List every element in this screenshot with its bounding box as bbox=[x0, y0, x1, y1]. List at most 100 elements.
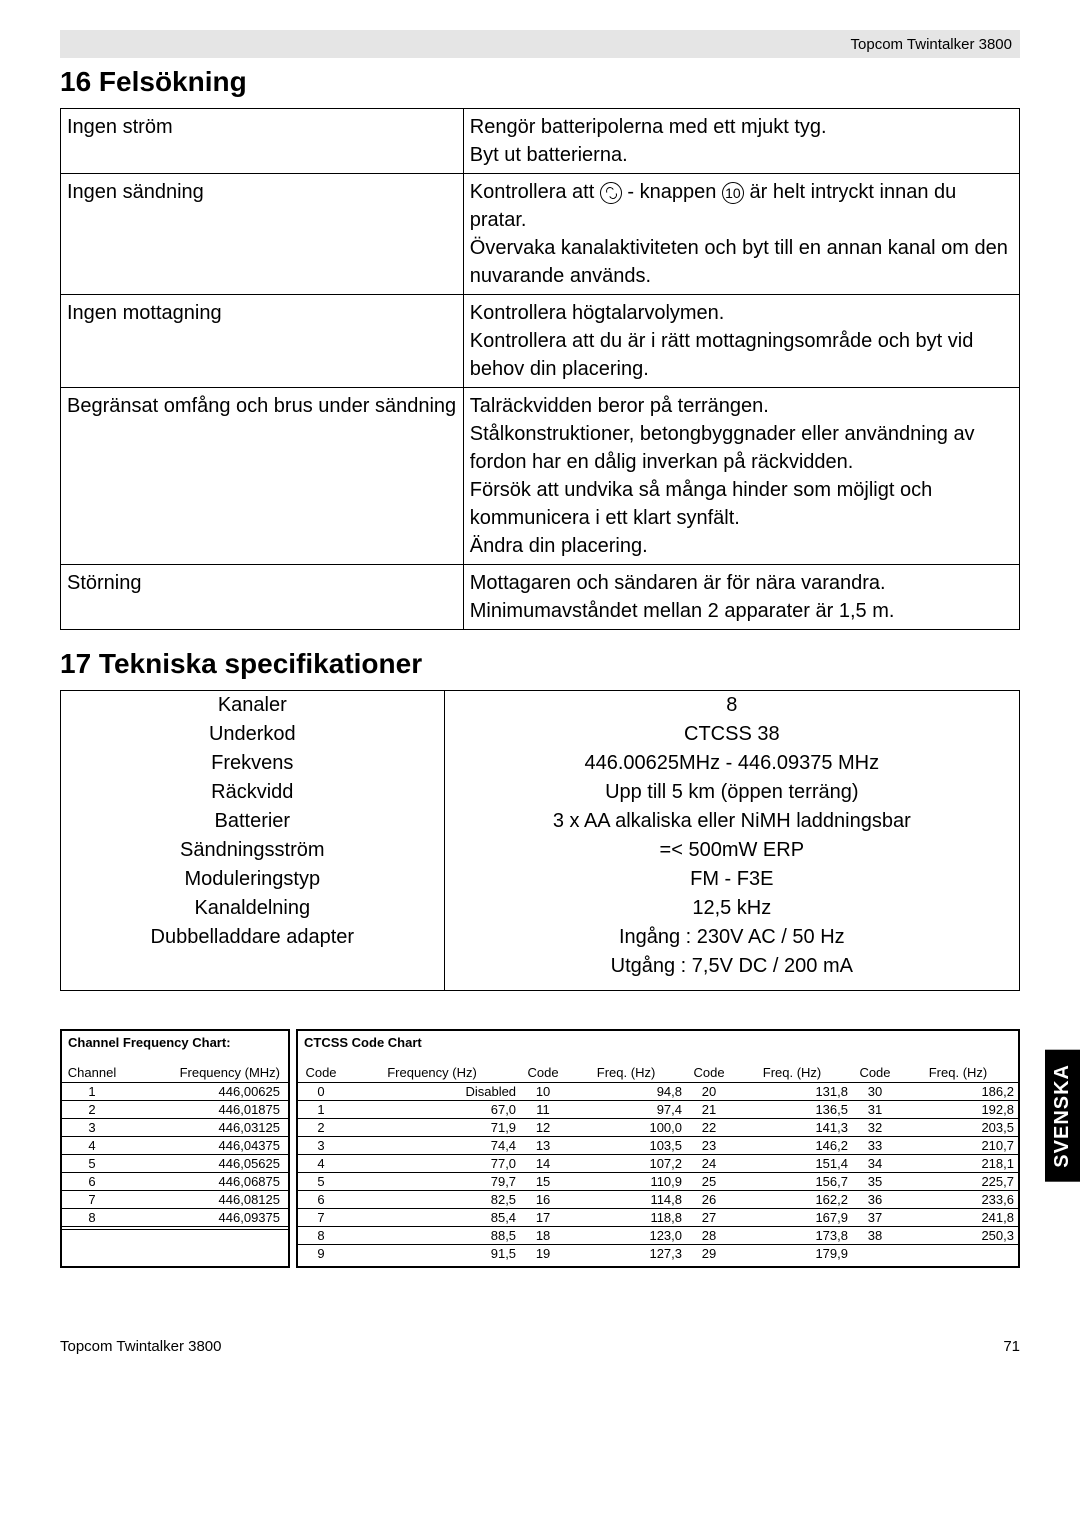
freq-cell: 446,01875 bbox=[122, 1101, 288, 1119]
section-16-title: 16 Felsökning bbox=[60, 66, 1020, 98]
ctcss-cell: 17 bbox=[520, 1209, 566, 1227]
ctcss-cell: 0 bbox=[298, 1083, 344, 1101]
ctcss-cell: 23 bbox=[686, 1137, 732, 1155]
ctcss-cell: 24 bbox=[686, 1155, 732, 1173]
troubleshooting-table: Ingen strömRengör batteripolerna med ett… bbox=[60, 108, 1020, 630]
ctcss-cell: 18 bbox=[520, 1227, 566, 1245]
ctcss-cell: 15 bbox=[520, 1173, 566, 1191]
ctcss-cell: 7 bbox=[298, 1209, 344, 1227]
ctcss-cell: 167,9 bbox=[732, 1209, 852, 1227]
ctcss-table: CodeFrequency (Hz)CodeFreq. (Hz)CodeFreq… bbox=[298, 1064, 1018, 1262]
freq-cell: 4 bbox=[62, 1137, 122, 1155]
spec-value: 446.00625MHz - 446.09375 MHz bbox=[444, 749, 1019, 778]
ctcss-cell: 173,8 bbox=[732, 1227, 852, 1245]
ctcss-cell: 91,5 bbox=[344, 1245, 520, 1263]
trouble-solution: Rengör batteripolerna med ett mjukt tyg.… bbox=[463, 109, 1019, 174]
ctcss-cell: 22 bbox=[686, 1119, 732, 1137]
channel-freq-chart: Channel Frequency Chart: ChannelFrequenc… bbox=[60, 1029, 290, 1268]
spec-value: Ingång : 230V AC / 50 Hz bbox=[444, 923, 1019, 952]
ctcss-cell: 250,3 bbox=[898, 1227, 1018, 1245]
ctcss-cell: 38 bbox=[852, 1227, 898, 1245]
ctcss-cell: 12 bbox=[520, 1119, 566, 1137]
ctcss-chart-title: CTCSS Code Chart bbox=[298, 1035, 1018, 1064]
ctcss-header: Freq. (Hz) bbox=[566, 1064, 686, 1083]
ctcss-cell: Disabled bbox=[344, 1083, 520, 1101]
section-17-title: 17 Tekniska specifikationer bbox=[60, 648, 1020, 680]
ctcss-cell bbox=[852, 1245, 898, 1263]
ctcss-cell: 30 bbox=[852, 1083, 898, 1101]
spec-label: Dubbelladdare adapter bbox=[61, 923, 445, 952]
ctcss-cell: 131,8 bbox=[732, 1083, 852, 1101]
ctcss-cell: 218,1 bbox=[898, 1155, 1018, 1173]
ctcss-cell: 85,4 bbox=[344, 1209, 520, 1227]
header-bar: Topcom Twintalker 3800 bbox=[60, 30, 1020, 58]
spec-label: Kanaler bbox=[61, 691, 445, 721]
ctcss-cell: 74,4 bbox=[344, 1137, 520, 1155]
freq-cell: 446,06875 bbox=[122, 1173, 288, 1191]
ctcss-cell: 8 bbox=[298, 1227, 344, 1245]
ctcss-cell: 186,2 bbox=[898, 1083, 1018, 1101]
ctcss-cell: 71,9 bbox=[344, 1119, 520, 1137]
ctcss-cell: 192,8 bbox=[898, 1101, 1018, 1119]
spec-value: 3 x AA alkaliska eller NiMH laddningsbar bbox=[444, 807, 1019, 836]
ctcss-cell: 88,5 bbox=[344, 1227, 520, 1245]
ctcss-cell: 9 bbox=[298, 1245, 344, 1263]
ctcss-cell: 100,0 bbox=[566, 1119, 686, 1137]
ctcss-header: Code bbox=[520, 1064, 566, 1083]
ctcss-cell: 82,5 bbox=[344, 1191, 520, 1209]
spec-label bbox=[61, 952, 445, 991]
ctcss-cell: 5 bbox=[298, 1173, 344, 1191]
ctcss-cell: 3 bbox=[298, 1137, 344, 1155]
charts-row: Channel Frequency Chart: ChannelFrequenc… bbox=[60, 1029, 1020, 1268]
ctcss-cell: 179,9 bbox=[732, 1245, 852, 1263]
ctcss-cell: 141,3 bbox=[732, 1119, 852, 1137]
ctcss-header: Code bbox=[852, 1064, 898, 1083]
spec-value: Utgång : 7,5V DC / 200 mA bbox=[444, 952, 1019, 991]
ctcss-cell: 20 bbox=[686, 1083, 732, 1101]
ctcss-cell: 21 bbox=[686, 1101, 732, 1119]
ctcss-cell: 162,2 bbox=[732, 1191, 852, 1209]
ctcss-cell: 107,2 bbox=[566, 1155, 686, 1173]
freq-cell: 446,03125 bbox=[122, 1119, 288, 1137]
spec-value: =< 500mW ERP bbox=[444, 836, 1019, 865]
freq-header: Frequency (MHz) bbox=[122, 1064, 288, 1083]
trouble-solution: Mottagaren och sändaren är för nära vara… bbox=[463, 565, 1019, 630]
language-tab: SVENSKA bbox=[1045, 1050, 1080, 1182]
ctcss-cell: 27 bbox=[686, 1209, 732, 1227]
spec-label: Moduleringstyp bbox=[61, 865, 445, 894]
spec-label: Frekvens bbox=[61, 749, 445, 778]
spec-label: Sändningsström bbox=[61, 836, 445, 865]
ctcss-cell: 118,8 bbox=[566, 1209, 686, 1227]
spec-label: Batterier bbox=[61, 807, 445, 836]
freq-cell: 5 bbox=[62, 1155, 122, 1173]
freq-cell: 1 bbox=[62, 1083, 122, 1101]
trouble-problem: Ingen mottagning bbox=[61, 295, 464, 388]
ctcss-cell: 123,0 bbox=[566, 1227, 686, 1245]
ctcss-cell: 233,6 bbox=[898, 1191, 1018, 1209]
ptt-icon bbox=[600, 182, 622, 204]
ctcss-cell: 26 bbox=[686, 1191, 732, 1209]
spec-value: CTCSS 38 bbox=[444, 720, 1019, 749]
spec-label: Räckvidd bbox=[61, 778, 445, 807]
ctcss-cell: 151,4 bbox=[732, 1155, 852, 1173]
ctcss-cell: 14 bbox=[520, 1155, 566, 1173]
spec-value: 12,5 kHz bbox=[444, 894, 1019, 923]
footer-right: 71 bbox=[1003, 1338, 1020, 1355]
spec-value: FM - F3E bbox=[444, 865, 1019, 894]
ctcss-header: Freq. (Hz) bbox=[732, 1064, 852, 1083]
ctcss-cell bbox=[898, 1245, 1018, 1263]
ctcss-cell: 32 bbox=[852, 1119, 898, 1137]
ctcss-cell: 1 bbox=[298, 1101, 344, 1119]
ctcss-cell: 2 bbox=[298, 1119, 344, 1137]
spec-value: Upp till 5 km (öppen terräng) bbox=[444, 778, 1019, 807]
ctcss-cell: 79,7 bbox=[344, 1173, 520, 1191]
spec-table: Kanaler8UnderkodCTCSS 38Frekvens446.0062… bbox=[60, 690, 1020, 991]
ctcss-cell: 94,8 bbox=[566, 1083, 686, 1101]
ctcss-cell: 156,7 bbox=[732, 1173, 852, 1191]
freq-cell bbox=[62, 1230, 122, 1233]
freq-cell: 446,00625 bbox=[122, 1083, 288, 1101]
ctcss-cell: 4 bbox=[298, 1155, 344, 1173]
ctcss-cell: 19 bbox=[520, 1245, 566, 1263]
freq-cell: 2 bbox=[62, 1101, 122, 1119]
ctcss-header: Freq. (Hz) bbox=[898, 1064, 1018, 1083]
